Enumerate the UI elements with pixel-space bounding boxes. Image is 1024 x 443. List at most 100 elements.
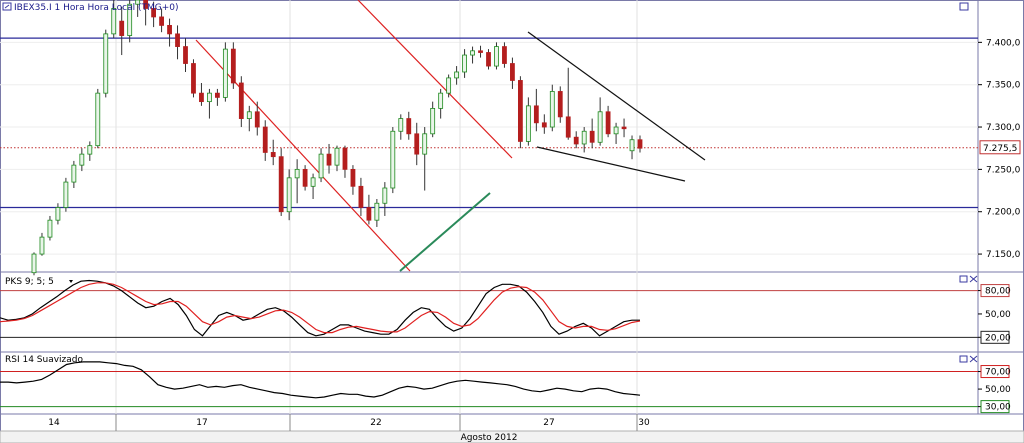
indicator-series-line bbox=[0, 361, 641, 399]
last-price-label: 7.275,5 bbox=[983, 144, 1017, 154]
candle-body bbox=[525, 105, 531, 142]
candle-body bbox=[63, 181, 69, 208]
candle-body bbox=[119, 20, 125, 36]
candle-body bbox=[613, 126, 619, 135]
price-tick-label: 7.350,0 bbox=[986, 81, 1021, 91]
indicator-level-label: 20,00 bbox=[985, 333, 1011, 343]
indicator-rsi-title: RSI 14 Suavizado bbox=[5, 355, 84, 365]
candle-body bbox=[581, 130, 587, 145]
date-tick-label: 22 bbox=[370, 418, 381, 428]
red-channel-lower bbox=[195, 39, 411, 272]
price-tick-label: 7.150,0 bbox=[986, 250, 1021, 260]
close-icon[interactable] bbox=[969, 275, 978, 283]
candle-body bbox=[222, 48, 228, 98]
candle-body bbox=[47, 219, 53, 238]
price-levels bbox=[0, 37, 978, 209]
candle-body bbox=[517, 80, 523, 142]
candle-body bbox=[358, 185, 364, 208]
candle-body bbox=[191, 63, 196, 94]
candle-body bbox=[230, 48, 236, 84]
candle-body bbox=[470, 50, 475, 56]
candle-body bbox=[31, 253, 37, 274]
date-tick-label: 17 bbox=[196, 418, 207, 428]
candle-body bbox=[494, 46, 499, 67]
candle-body bbox=[541, 122, 547, 128]
indicator-level-label: 50,00 bbox=[985, 385, 1011, 395]
date-axis: 14 17 22 27 30 Agosto 2012 bbox=[48, 414, 650, 443]
candle-body bbox=[55, 207, 61, 221]
candle-body bbox=[111, 8, 117, 35]
candle-body bbox=[143, 0, 149, 9]
candle-body bbox=[214, 92, 220, 98]
candle-body bbox=[334, 147, 340, 166]
candle-body bbox=[246, 111, 252, 119]
candle-body bbox=[390, 130, 396, 189]
candle-body bbox=[557, 91, 563, 118]
indicator-level-tag bbox=[980, 284, 1010, 298]
candle-body bbox=[605, 111, 611, 135]
candle-body bbox=[278, 156, 284, 213]
candle-body bbox=[438, 92, 444, 109]
candle-body bbox=[573, 136, 579, 145]
candle-body bbox=[366, 207, 372, 221]
candle-body bbox=[637, 139, 643, 149]
month-bar bbox=[0, 430, 1024, 443]
candle-body bbox=[414, 133, 420, 155]
wedge-upper-line bbox=[527, 31, 706, 161]
candle-body bbox=[510, 63, 515, 81]
indicator-level-label: 70,00 bbox=[985, 368, 1011, 378]
candlesticks bbox=[31, 0, 643, 276]
candle-body bbox=[103, 33, 109, 94]
candle-body bbox=[294, 168, 300, 179]
chevron-down-icon[interactable] bbox=[69, 280, 73, 283]
candle-body bbox=[462, 54, 467, 73]
indicator-level-tag bbox=[980, 400, 1010, 414]
candle-body bbox=[430, 108, 436, 135]
indicator-series-line bbox=[0, 279, 640, 337]
candle-body bbox=[135, 0, 141, 5]
red-channel-upper bbox=[357, 0, 513, 159]
candle-body bbox=[151, 8, 157, 18]
candle-body bbox=[71, 164, 77, 183]
candle-body bbox=[254, 111, 260, 128]
date-tick-label: 30 bbox=[638, 418, 650, 428]
candle-body bbox=[79, 153, 85, 166]
indicator-level-label: 30,00 bbox=[985, 403, 1011, 413]
candle-body bbox=[422, 133, 428, 155]
date-tick-label: 14 bbox=[48, 418, 60, 428]
minimize-icon[interactable] bbox=[959, 355, 968, 363]
candle-body bbox=[270, 152, 276, 158]
candle-body bbox=[350, 168, 356, 187]
green-support-line bbox=[399, 192, 491, 272]
candle-body bbox=[446, 77, 452, 94]
candle-body bbox=[326, 153, 332, 166]
candle-body bbox=[95, 92, 101, 147]
minimize-icon[interactable] bbox=[959, 275, 968, 283]
candle-body bbox=[621, 126, 627, 130]
price-tick-label: 7.200,0 bbox=[986, 208, 1021, 218]
candle-body bbox=[629, 139, 635, 152]
candle-body bbox=[374, 202, 380, 221]
candle-body bbox=[39, 236, 45, 255]
pks-panel-controls bbox=[959, 275, 978, 283]
month-label: Agosto 2012 bbox=[461, 433, 518, 443]
indicator-level-label: 80,00 bbox=[985, 287, 1011, 297]
candle-body bbox=[262, 126, 268, 153]
indicator-level-label: 50,00 bbox=[985, 310, 1011, 320]
date-tick-label: 27 bbox=[543, 418, 554, 428]
indicator-pks-title: PKS 9; 5; 5 bbox=[5, 277, 54, 287]
candle-body bbox=[238, 82, 244, 119]
close-icon[interactable] bbox=[969, 355, 978, 363]
indicator-rsi-panel: 70,00 50,00 30,00 bbox=[0, 361, 1011, 414]
candle-body bbox=[486, 52, 491, 67]
candle-body bbox=[382, 187, 388, 204]
indicator-series-line bbox=[0, 282, 641, 334]
candle-body bbox=[502, 46, 507, 64]
last-price-tag bbox=[979, 140, 1021, 155]
minimize-icon[interactable] bbox=[959, 2, 969, 11]
price-tick-label: 7.300,0 bbox=[986, 123, 1021, 133]
candle-body bbox=[549, 91, 555, 128]
price-tick-label: 7.250,0 bbox=[986, 165, 1021, 175]
candle-body bbox=[589, 130, 595, 143]
